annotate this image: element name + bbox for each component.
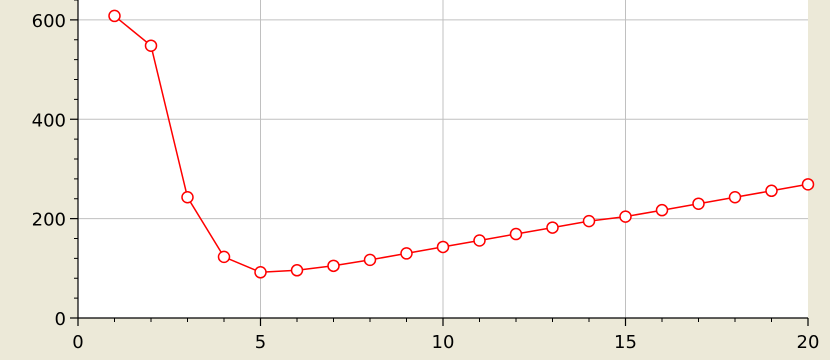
- y-tick-label: 200: [32, 210, 66, 231]
- grid: [78, 0, 808, 318]
- y-tick-label: 0: [55, 309, 66, 330]
- data-point: [217, 250, 231, 264]
- data-point: [327, 259, 340, 273]
- data-point: [582, 214, 596, 228]
- data-point: [546, 221, 559, 234]
- data-point: [108, 9, 121, 23]
- data-point: [400, 247, 413, 260]
- data-point: [509, 227, 523, 241]
- y-tick-label: 400: [32, 110, 66, 131]
- data-point: [144, 39, 158, 52]
- data-point: [728, 191, 742, 204]
- data-point: [290, 264, 304, 277]
- data-point: [801, 178, 815, 191]
- data-point: [363, 253, 377, 267]
- data-point: [436, 240, 450, 254]
- data-point: [254, 266, 267, 279]
- data-point: [655, 203, 669, 217]
- x-tick-label: 5: [255, 332, 266, 353]
- series-group: [108, 9, 815, 279]
- x-axis-ticks: 0 5 10 15 20: [72, 318, 819, 353]
- data-point: [473, 234, 486, 247]
- data-point: [692, 197, 705, 210]
- y-axis-ticks: 0 200 400 600: [32, 0, 78, 330]
- y-tick-label: 600: [32, 11, 66, 32]
- data-point: [765, 184, 778, 198]
- data-point: [619, 210, 632, 223]
- data-point: [181, 191, 194, 204]
- x-tick-label: 10: [432, 332, 455, 353]
- x-tick-label: 0: [72, 332, 83, 353]
- x-tick-label: 15: [614, 332, 637, 353]
- x-tick-label: 20: [797, 332, 820, 353]
